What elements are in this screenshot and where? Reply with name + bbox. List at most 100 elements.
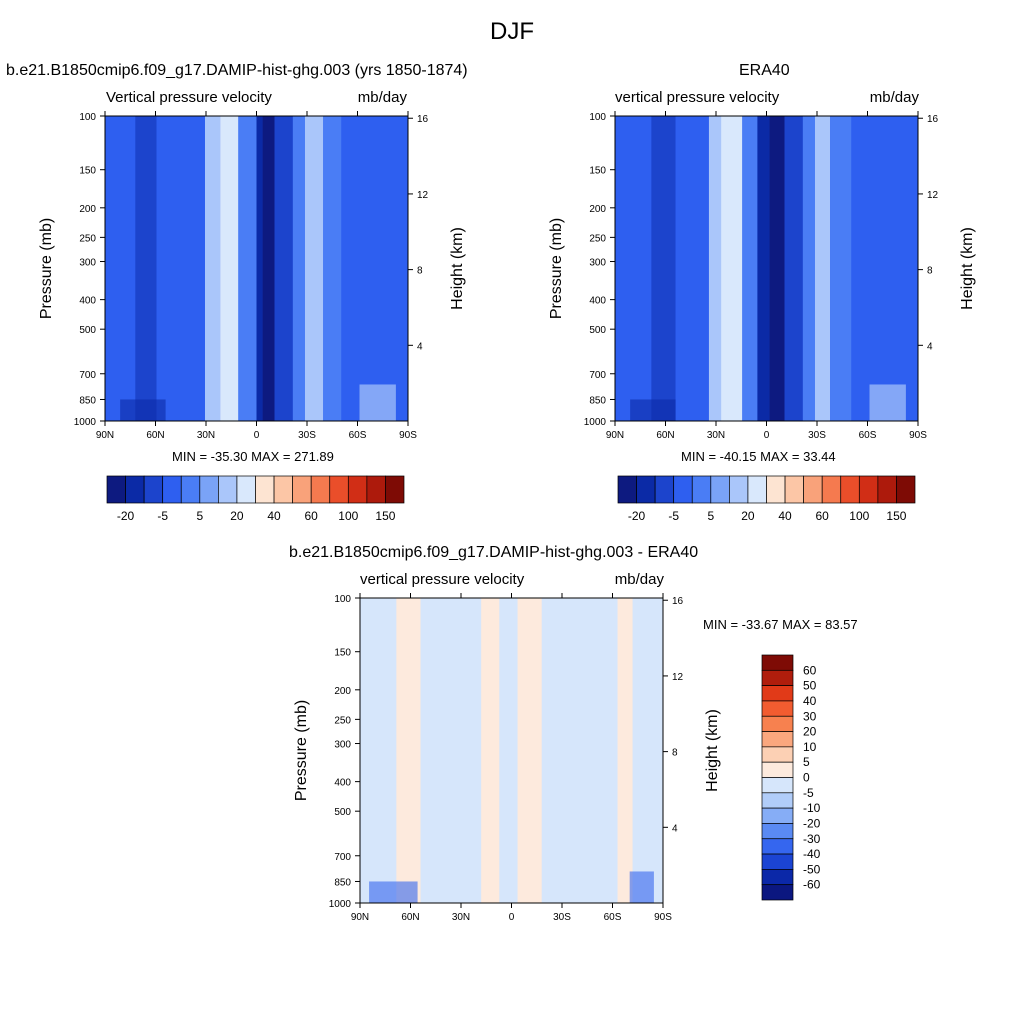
obs-colorbar-box xyxy=(654,475,675,504)
model-y2-tick-label: 4 xyxy=(417,341,423,352)
model-colorbar-box xyxy=(329,475,349,504)
obs-contour-band xyxy=(757,116,770,421)
obs-colorbar-box xyxy=(803,475,823,504)
diff-colorbar-label: 5 xyxy=(803,755,810,769)
obs-y-tick-label: 250 xyxy=(589,233,606,244)
obs-y-tick-label: 500 xyxy=(589,325,606,336)
model-y2-axis-label: Height (km) xyxy=(449,227,466,310)
model-colorbar-box xyxy=(255,475,275,504)
diff-y-tick-label: 500 xyxy=(334,807,351,818)
diff-colorbar-box xyxy=(761,869,794,886)
model-colorbar-box xyxy=(143,475,164,504)
model-contour-band xyxy=(156,116,205,421)
obs-colorbar-box xyxy=(673,475,693,504)
diff-colorbar-box xyxy=(761,669,794,686)
obs-colorbar-label: 100 xyxy=(849,509,869,523)
obs-colorbar-label: -5 xyxy=(668,509,679,523)
diff-x-tick-label: 60N xyxy=(401,912,419,923)
model-y-tick-label: 1000 xyxy=(74,417,97,428)
obs-x-tick-label: 30S xyxy=(808,430,826,441)
diff-right-subtitle: mb/day xyxy=(614,571,664,588)
diff-colorbar-label: -50 xyxy=(803,862,821,876)
model-colorbar-label: -5 xyxy=(157,509,168,523)
obs-colorbar-label: 5 xyxy=(707,509,714,523)
diff-x-tick-label: 90S xyxy=(654,912,672,923)
model-x-tick-label: 0 xyxy=(254,430,260,441)
model-colorbar-box xyxy=(292,475,312,504)
obs-y-tick-label: 150 xyxy=(589,166,606,177)
obs-colorbar-label: 20 xyxy=(741,509,755,523)
diff-contour-band xyxy=(617,598,633,903)
obs-colorbar-box xyxy=(747,475,767,504)
diff-colorbar-label: 30 xyxy=(803,709,817,723)
model-contour-band xyxy=(256,116,263,421)
model-y-axis-label: Pressure (mb) xyxy=(38,218,55,319)
obs-colorbar-box xyxy=(858,475,879,504)
model-y-tick-label: 500 xyxy=(79,325,96,336)
diff-y-tick-label: 850 xyxy=(334,877,351,888)
diff-colorbar-box xyxy=(761,685,794,702)
diff-colorbar-label: 50 xyxy=(803,679,817,693)
model-y-tick-label: 400 xyxy=(79,296,96,307)
model-colorbar-label: 40 xyxy=(267,509,281,523)
model-colorbar-box xyxy=(106,475,126,504)
obs-y-tick-label: 850 xyxy=(589,395,606,406)
model-colorbar-box xyxy=(347,475,368,504)
obs-min-max: MIN = -40.15 MAX = 33.44 xyxy=(681,449,836,464)
model-colorbar-label: 150 xyxy=(375,509,395,523)
obs-y-tick-label: 300 xyxy=(589,258,606,269)
obs-y2-tick-label: 12 xyxy=(927,190,939,201)
obs-y2-tick-label: 8 xyxy=(927,266,933,277)
diff-colorbar-box xyxy=(761,838,794,855)
diff-colorbar-box xyxy=(761,853,794,870)
diff-contour-band xyxy=(499,598,518,903)
model-colorbar-box xyxy=(162,475,182,504)
diff-x-tick-label: 0 xyxy=(509,912,515,923)
obs-contour-band xyxy=(769,116,785,421)
diff-y-tick-label: 400 xyxy=(334,778,351,789)
obs-y2-tick-label: 16 xyxy=(927,114,939,125)
model-x-tick-label: 60N xyxy=(146,430,164,441)
diff-y2-axis-label: Height (km) xyxy=(704,709,721,792)
model-colorbar-box xyxy=(236,475,256,504)
diff-colorbar-label: -5 xyxy=(803,786,814,800)
diff-surface-band xyxy=(629,871,654,903)
model-contour-band xyxy=(105,116,136,421)
model-x-tick-label: 90N xyxy=(96,430,114,441)
obs-x-tick-label: 90S xyxy=(909,430,927,441)
model-left-subtitle: Vertical pressure velocity xyxy=(106,89,272,106)
diff-colorbar-box xyxy=(761,731,794,748)
obs-x-tick-label: 60N xyxy=(656,430,674,441)
model-x-tick-label: 60S xyxy=(349,430,367,441)
model-contour-band xyxy=(304,116,324,421)
model-contour-band xyxy=(135,116,157,421)
model-contour-band xyxy=(292,116,305,421)
diff-colorbar-label: 20 xyxy=(803,725,817,739)
model-contour-band xyxy=(323,116,342,421)
diff-y2-tick-label: 16 xyxy=(672,596,684,607)
model-colorbar-label: 60 xyxy=(305,509,319,523)
obs-surface-band xyxy=(630,399,676,421)
diff-y-tick-label: 700 xyxy=(334,852,351,863)
model-colorbar-label: 5 xyxy=(196,509,203,523)
obs-y-tick-label: 1000 xyxy=(584,417,607,428)
obs-colorbar-box xyxy=(821,475,842,504)
diff-min-max: MIN = -33.67 MAX = 83.57 xyxy=(703,617,858,632)
model-colorbar-box xyxy=(310,475,331,504)
diff-y-tick-label: 100 xyxy=(334,594,351,605)
diff-colorbar-box xyxy=(761,700,794,717)
model-y-tick-label: 150 xyxy=(79,166,96,177)
diff-colorbar-box xyxy=(761,807,794,824)
diff-surface-band xyxy=(369,881,418,903)
diff-y2-tick-label: 8 xyxy=(672,748,678,759)
model-x-tick-label: 90S xyxy=(399,430,417,441)
model-surface-band xyxy=(120,399,166,421)
diff-y2-tick-label: 4 xyxy=(672,823,678,834)
diff-y-axis-label: Pressure (mb) xyxy=(293,700,310,801)
model-y-tick-label: 100 xyxy=(79,112,96,123)
obs-x-tick-label: 90N xyxy=(606,430,624,441)
diff-y-tick-label: 150 xyxy=(334,648,351,659)
diff-y-tick-label: 300 xyxy=(334,740,351,751)
diff-colorbar-box xyxy=(761,715,794,732)
diff-x-tick-label: 30S xyxy=(553,912,571,923)
